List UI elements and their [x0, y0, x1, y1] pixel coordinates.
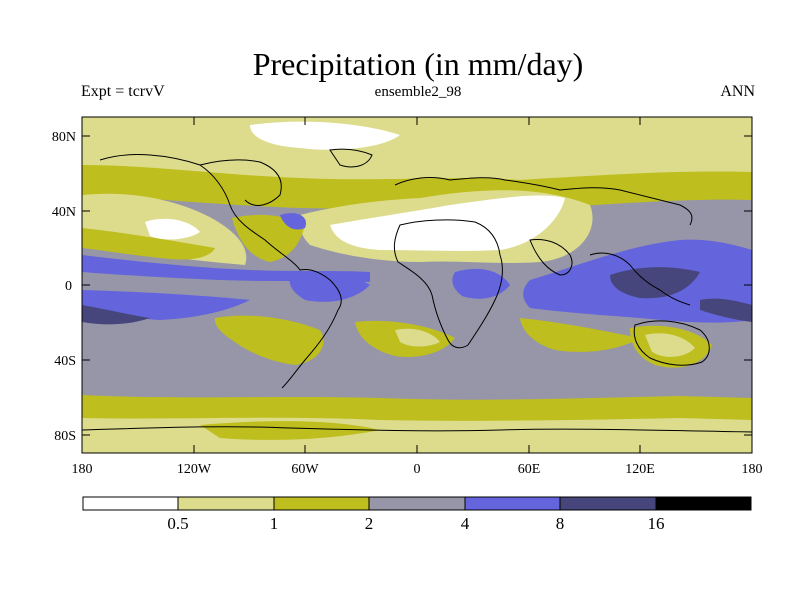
field-australia-light	[645, 333, 695, 357]
colorbar-box-4	[368, 496, 466, 511]
colorbar-label-0-5: 0.5	[167, 514, 188, 533]
lon-label-180e: 180	[742, 462, 763, 477]
map-title: Precipitation (in mm/day)	[252, 46, 584, 82]
colorbar-box-7	[655, 496, 752, 511]
field-spcz-dark	[700, 298, 752, 322]
colorbar-label-4: 4	[461, 514, 470, 533]
colorbar-box-5	[464, 496, 561, 511]
coast-se-asia	[589, 252, 691, 306]
season-label: ANN	[720, 83, 755, 100]
colorbar-label-2: 2	[365, 514, 374, 533]
colorbar-label-1: 1	[270, 514, 279, 533]
coast-antarctica	[81, 426, 753, 433]
lat-label-80n: 80N	[52, 130, 76, 145]
coast-africa	[393, 219, 503, 349]
lat-label-40n: 40N	[52, 205, 76, 220]
colorbar-box-2	[177, 496, 275, 511]
lon-label-120w: 120W	[177, 462, 212, 477]
coast-greenland	[329, 148, 373, 168]
lon-label-120e: 120E	[625, 462, 655, 477]
colorbar-label-16: 16	[648, 514, 665, 533]
colorbar-box-1	[82, 496, 179, 511]
field-fl-blue	[280, 213, 306, 230]
precipitation-field	[82, 117, 752, 453]
field-satl-light	[395, 328, 440, 347]
colorbar	[82, 496, 752, 511]
lat-ticks	[82, 135, 752, 436]
field-maritime-dark	[610, 267, 700, 299]
ensemble-label: ensemble2_98	[374, 84, 462, 100]
coastlines	[81, 148, 753, 433]
coast-australia	[633, 320, 710, 366]
field-amazon-blue	[289, 272, 370, 302]
coast-hudson	[199, 159, 282, 206]
field-gulf-light	[232, 214, 305, 262]
lon-label-60e: 60E	[518, 462, 541, 477]
field-north-band-olive	[82, 165, 752, 210]
lon-label-60w: 60W	[291, 462, 319, 477]
lon-ticks	[81, 117, 753, 453]
field-antarctic-olive	[200, 421, 380, 440]
experiment-label: Expt = tcrvV	[81, 83, 165, 100]
coast-eurasia	[394, 177, 693, 226]
lat-label-40s: 40S	[54, 354, 76, 369]
field-sio-olive	[520, 318, 640, 352]
field-congo-blue	[452, 268, 510, 299]
coast-india	[529, 239, 573, 276]
field-sahara-dry	[330, 195, 565, 251]
field-baja-dry	[145, 218, 200, 240]
field-npac-olive	[82, 228, 215, 260]
lon-label-180w: 180	[72, 462, 93, 477]
lat-label-eq: 0	[65, 279, 72, 294]
lat-label-80s: 80S	[54, 429, 76, 444]
field-southpac-blue	[82, 290, 250, 320]
field-arctic-dry	[82, 117, 752, 160]
field-greenland-dry	[250, 121, 400, 150]
colorbar-box-6	[559, 496, 657, 511]
lon-label-0: 0	[414, 462, 421, 477]
field-southpac-dark	[82, 305, 150, 325]
colorbar-box-3	[273, 496, 370, 511]
field-sepac-light	[214, 315, 324, 365]
colorbar-label-8: 8	[556, 514, 565, 533]
